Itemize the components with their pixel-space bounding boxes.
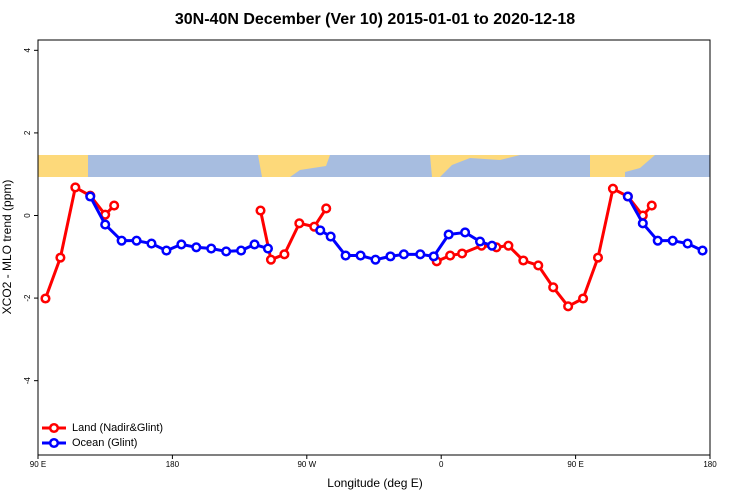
point <box>131 235 142 246</box>
point <box>100 219 111 230</box>
point <box>622 191 633 202</box>
point <box>578 293 589 304</box>
point <box>637 218 648 229</box>
x-tick-label: 180 <box>166 460 180 469</box>
plot-frame <box>37 39 711 456</box>
y-tick-label: 4 <box>23 48 32 53</box>
point <box>279 249 290 260</box>
point <box>443 229 454 240</box>
point <box>370 254 381 265</box>
point <box>262 243 274 254</box>
y-tick-label: -2 <box>23 294 32 302</box>
legend-label: Ocean (Glint) <box>72 437 137 449</box>
point <box>221 246 232 257</box>
y-axis-label: XCO2 - MLO trend (ppm) <box>0 180 14 315</box>
point <box>592 252 604 263</box>
x-tick-label: 0 <box>439 460 444 469</box>
legend-marker <box>48 437 60 449</box>
chart-title: 30N-40N December (Ver 10) 2015-01-01 to … <box>175 11 575 28</box>
point <box>321 203 332 214</box>
x-tick-label: 90 E <box>30 460 46 469</box>
point <box>385 251 396 262</box>
point <box>191 242 202 253</box>
legend-marker <box>48 422 60 434</box>
point <box>533 260 544 271</box>
point <box>294 218 305 229</box>
point <box>474 236 486 247</box>
x-tick-label: 90 E <box>567 460 583 469</box>
point <box>249 239 260 250</box>
point <box>255 205 266 216</box>
point <box>415 249 426 260</box>
x-tick-label: 90 W <box>297 460 316 469</box>
point <box>85 191 96 202</box>
y-tick-label: 0 <box>23 213 32 218</box>
point <box>206 243 217 254</box>
x-axis-label: Longitude (deg E) <box>327 476 422 490</box>
point <box>40 293 51 304</box>
point <box>146 238 157 249</box>
point <box>325 231 336 242</box>
point <box>503 240 514 251</box>
point <box>607 183 618 194</box>
point <box>176 239 187 250</box>
point <box>55 252 66 263</box>
point <box>457 248 468 259</box>
point <box>445 250 456 261</box>
series-line <box>44 185 653 308</box>
point <box>518 255 529 266</box>
point <box>667 235 678 246</box>
point <box>116 235 127 246</box>
point <box>486 240 498 251</box>
point <box>398 249 409 260</box>
point <box>548 282 559 293</box>
point <box>236 245 247 256</box>
point <box>563 301 574 312</box>
point <box>460 227 471 238</box>
y-tick-label: -4 <box>23 377 32 385</box>
point <box>161 245 172 256</box>
point <box>340 250 351 261</box>
point <box>652 235 663 246</box>
point <box>697 245 708 256</box>
x-tick-label: 180 <box>703 460 717 469</box>
legend-label: Land (Nadir&Glint) <box>72 422 163 434</box>
point <box>109 200 120 211</box>
map-strip <box>38 155 710 177</box>
point <box>428 251 439 262</box>
y-tick-label: 2 <box>23 130 32 135</box>
point <box>646 200 657 211</box>
point <box>355 250 366 261</box>
point <box>315 225 326 236</box>
legend: Land (Nadir&Glint) Ocean (Glint) <box>42 422 163 449</box>
point <box>70 182 81 193</box>
point <box>682 238 693 249</box>
point <box>265 254 277 265</box>
